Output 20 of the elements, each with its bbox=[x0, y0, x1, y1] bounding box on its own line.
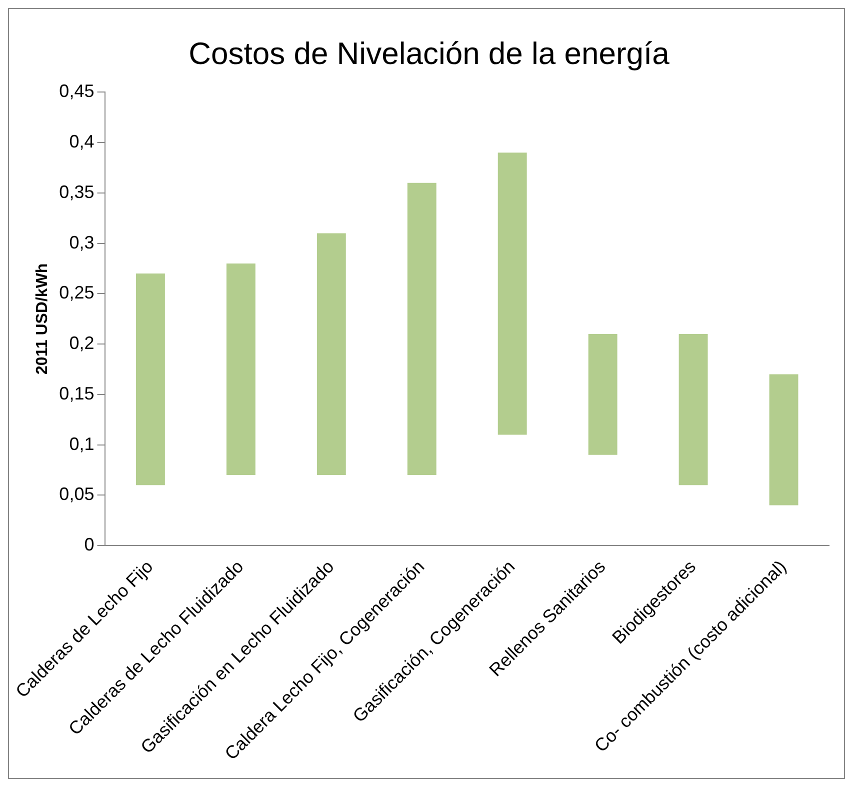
y-tick-label: 0,45 bbox=[59, 81, 94, 102]
bar bbox=[588, 334, 618, 455]
y-tick-label: 0,1 bbox=[69, 434, 94, 454]
y-tick-label: 0,25 bbox=[59, 282, 94, 303]
y-tick-label: 0 bbox=[84, 534, 94, 555]
y-axis-title: 2011 USD/kWh bbox=[34, 263, 52, 374]
y-tick-label: 0,2 bbox=[69, 333, 94, 354]
y-tick-label: 0,3 bbox=[69, 232, 94, 252]
bar bbox=[226, 263, 256, 476]
y-tick-label: 0,35 bbox=[59, 182, 94, 202]
bar bbox=[678, 334, 708, 486]
bar bbox=[136, 274, 165, 486]
y-tick-label: 0,05 bbox=[59, 484, 94, 504]
chart-title: Costos de Nivelación de la energía bbox=[188, 36, 670, 72]
bar bbox=[498, 152, 527, 435]
bar bbox=[316, 233, 346, 476]
bar bbox=[407, 182, 436, 476]
bar bbox=[769, 374, 798, 506]
y-tick-label: 0,4 bbox=[69, 132, 94, 152]
y-tick-label: 0,15 bbox=[59, 383, 94, 404]
